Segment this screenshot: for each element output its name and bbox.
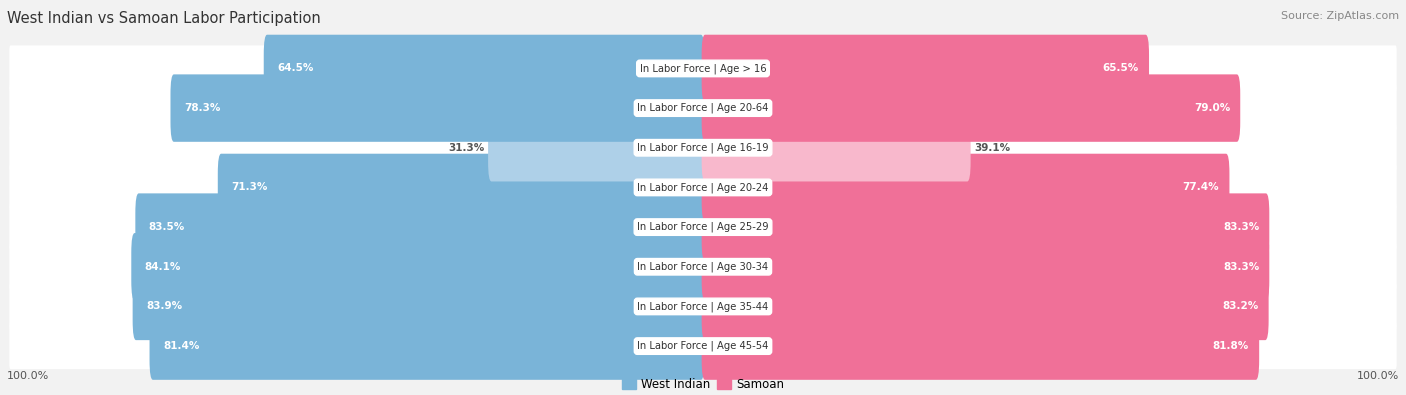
Text: In Labor Force | Age 45-54: In Labor Force | Age 45-54 [637,341,769,351]
Text: In Labor Force | Age 20-64: In Labor Force | Age 20-64 [637,103,769,113]
FancyBboxPatch shape [702,35,1149,102]
Text: 31.3%: 31.3% [449,143,485,153]
FancyBboxPatch shape [10,284,1396,329]
Text: In Labor Force | Age 35-44: In Labor Force | Age 35-44 [637,301,769,312]
FancyBboxPatch shape [702,114,970,181]
FancyBboxPatch shape [10,244,1396,290]
FancyBboxPatch shape [702,154,1229,221]
FancyBboxPatch shape [702,74,1240,142]
FancyBboxPatch shape [135,194,704,261]
Text: 83.2%: 83.2% [1222,301,1258,311]
Text: In Labor Force | Age 16-19: In Labor Force | Age 16-19 [637,143,769,153]
Text: 100.0%: 100.0% [7,371,49,381]
Text: 83.9%: 83.9% [146,301,183,311]
Text: Source: ZipAtlas.com: Source: ZipAtlas.com [1281,11,1399,21]
Text: 71.3%: 71.3% [232,182,267,192]
FancyBboxPatch shape [702,233,1270,301]
FancyBboxPatch shape [702,312,1260,380]
Text: In Labor Force | Age > 16: In Labor Force | Age > 16 [640,63,766,74]
Text: 83.3%: 83.3% [1223,222,1260,232]
FancyBboxPatch shape [488,114,704,181]
FancyBboxPatch shape [702,194,1270,261]
Legend: West Indian, Samoan: West Indian, Samoan [621,378,785,391]
FancyBboxPatch shape [702,273,1268,340]
Text: 77.4%: 77.4% [1182,182,1219,192]
Text: In Labor Force | Age 20-24: In Labor Force | Age 20-24 [637,182,769,193]
FancyBboxPatch shape [264,35,704,102]
Text: 65.5%: 65.5% [1102,64,1139,73]
FancyBboxPatch shape [10,45,1396,91]
FancyBboxPatch shape [149,312,704,380]
Text: 81.4%: 81.4% [163,341,200,351]
FancyBboxPatch shape [131,233,704,301]
FancyBboxPatch shape [218,154,704,221]
FancyBboxPatch shape [10,164,1396,211]
Text: West Indian vs Samoan Labor Participation: West Indian vs Samoan Labor Participatio… [7,11,321,26]
Text: 81.8%: 81.8% [1213,341,1249,351]
Text: In Labor Force | Age 25-29: In Labor Force | Age 25-29 [637,222,769,232]
Text: 39.1%: 39.1% [974,143,1010,153]
FancyBboxPatch shape [10,204,1396,250]
Text: In Labor Force | Age 30-34: In Labor Force | Age 30-34 [637,261,769,272]
Text: 84.1%: 84.1% [145,262,181,272]
Text: 64.5%: 64.5% [277,64,314,73]
Text: 83.5%: 83.5% [149,222,186,232]
Text: 100.0%: 100.0% [1357,371,1399,381]
FancyBboxPatch shape [10,125,1396,171]
Text: 79.0%: 79.0% [1194,103,1230,113]
FancyBboxPatch shape [10,323,1396,369]
Text: 83.3%: 83.3% [1223,262,1260,272]
FancyBboxPatch shape [132,273,704,340]
Text: 78.3%: 78.3% [184,103,221,113]
FancyBboxPatch shape [10,85,1396,131]
FancyBboxPatch shape [170,74,704,142]
